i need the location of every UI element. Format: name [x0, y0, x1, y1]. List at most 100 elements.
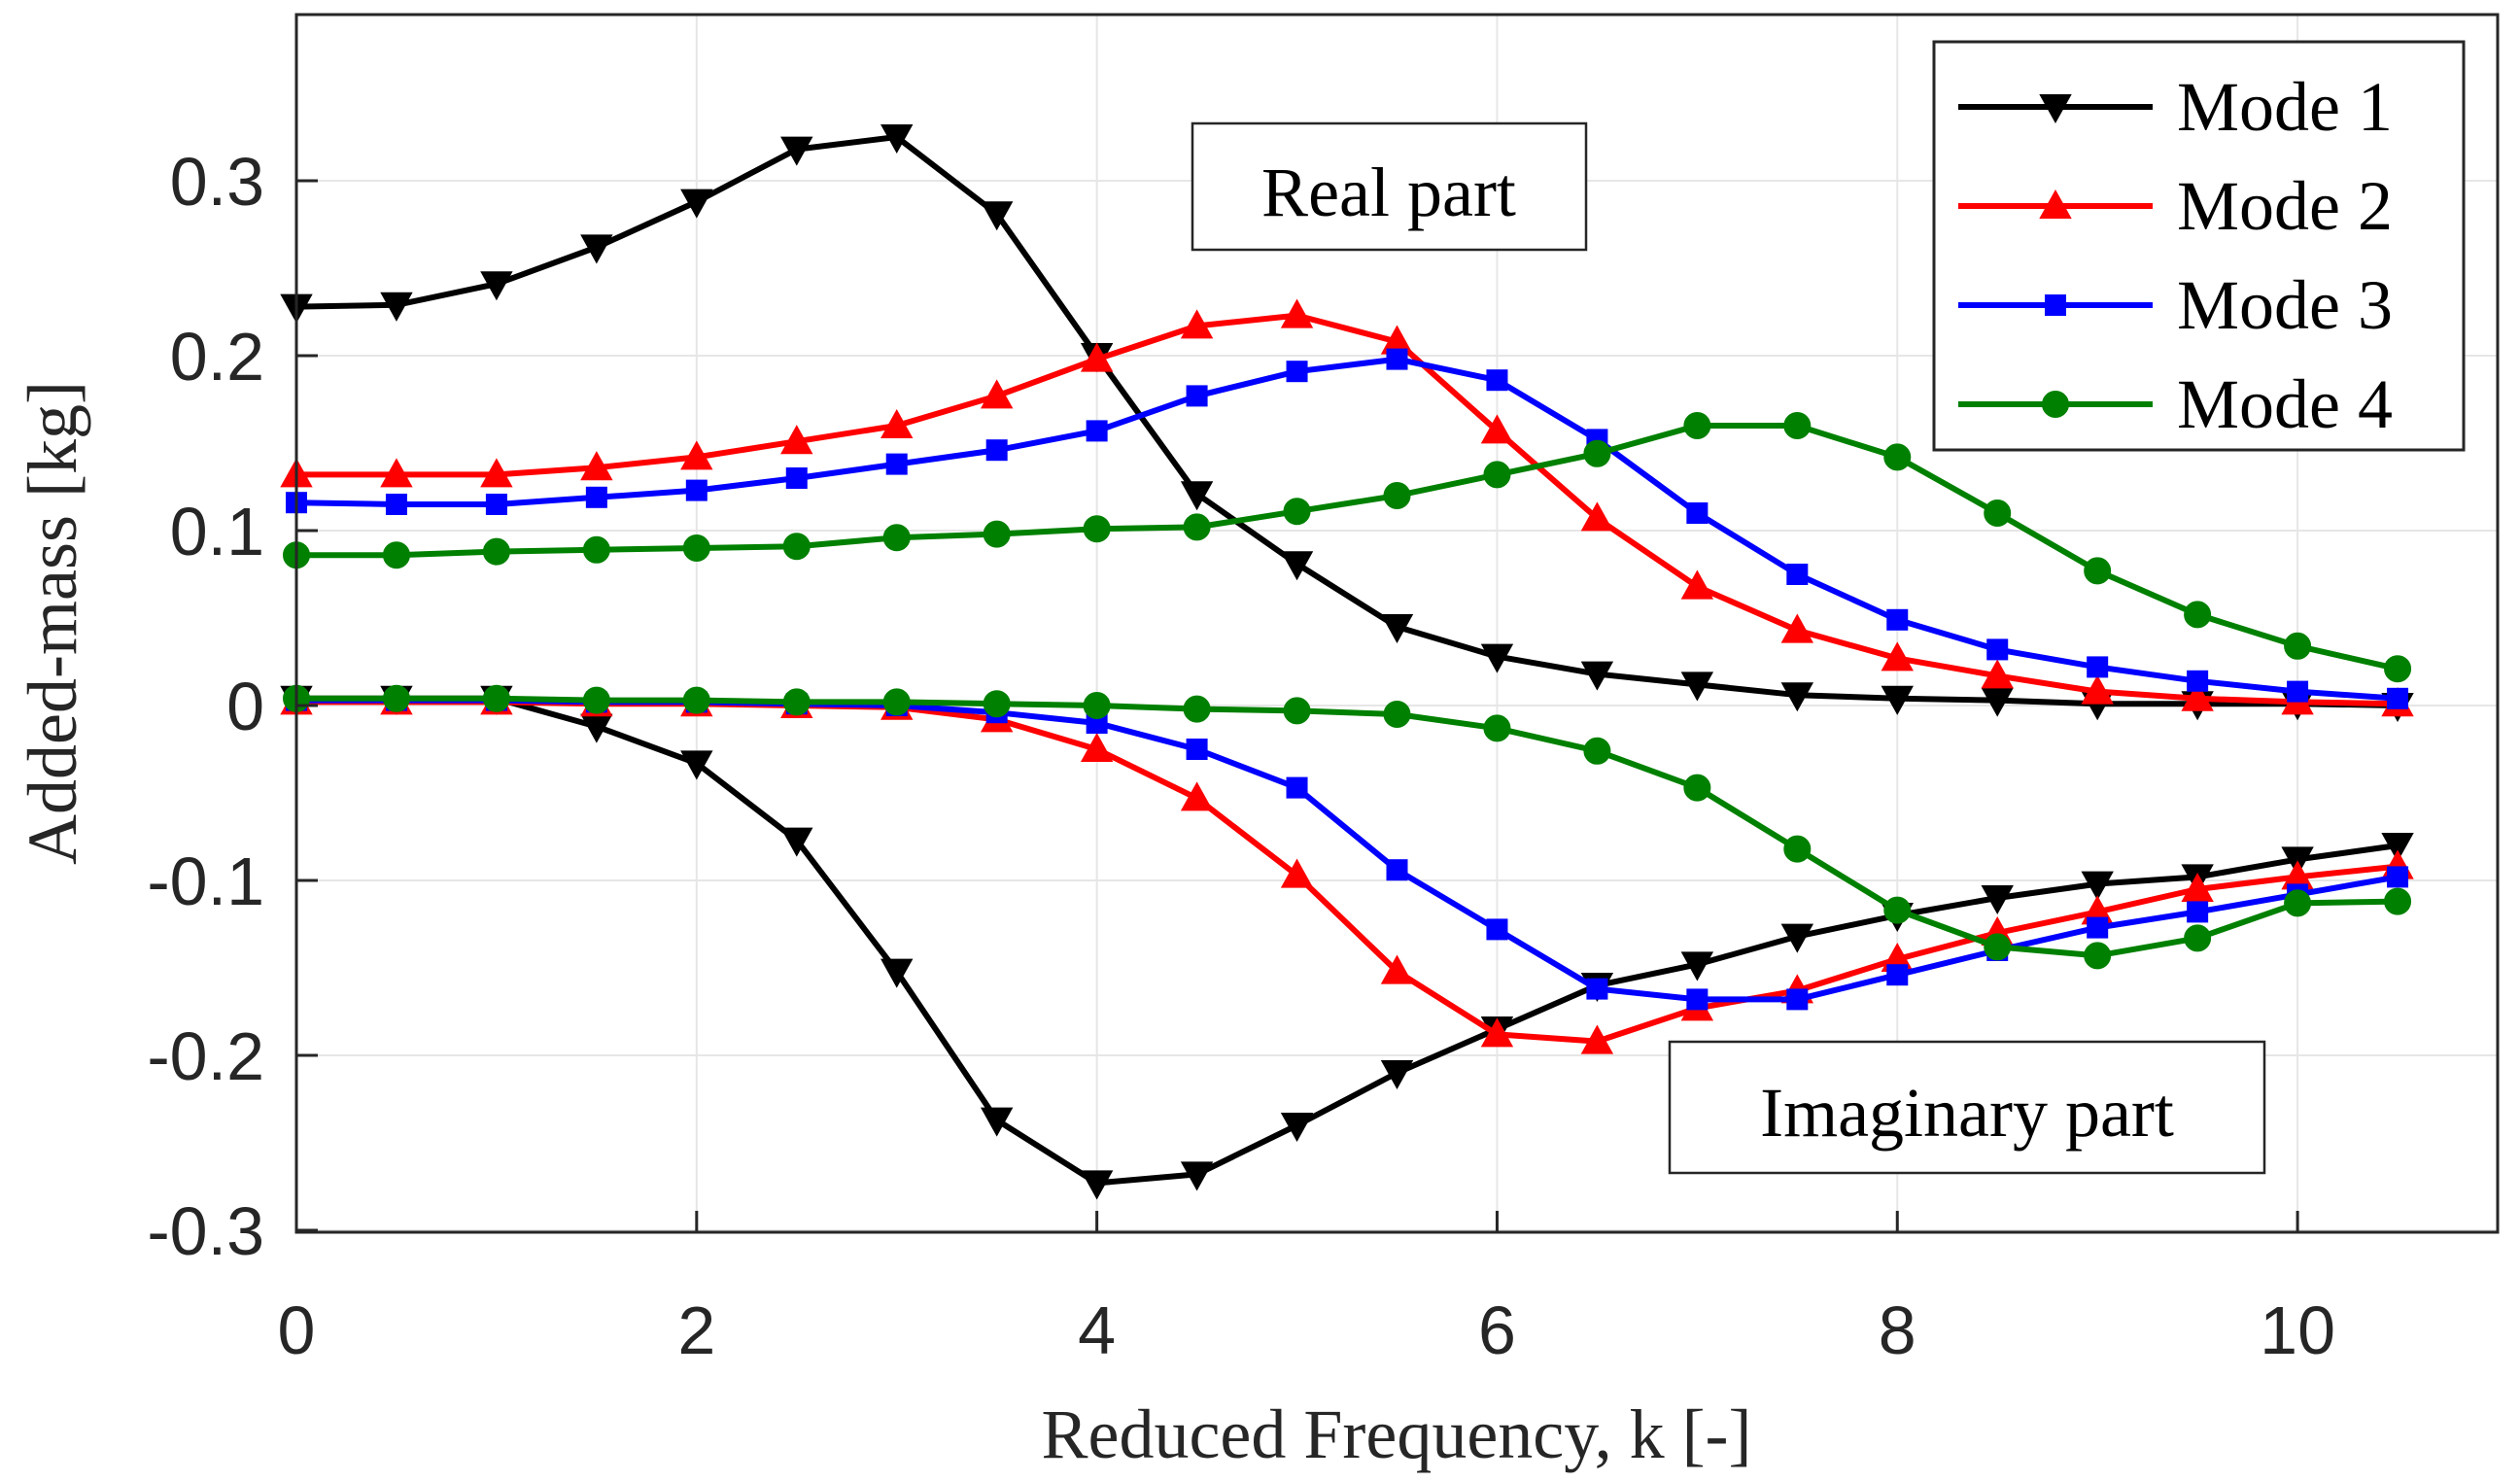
data-point-imag	[1981, 885, 2014, 915]
y-tick-label: 0.2	[170, 319, 264, 395]
data-point-imag	[680, 750, 713, 780]
data-point-real	[1383, 482, 1411, 509]
plot-frame	[294, 13, 2500, 1234]
data-point-real	[1780, 613, 1814, 643]
data-point-imag	[1383, 701, 1411, 728]
data-point-real	[1886, 608, 1909, 631]
x-tick-label: 0	[278, 1292, 316, 1368]
y-tick-label: -0.1	[147, 844, 264, 919]
data-point-real	[480, 458, 513, 488]
data-point-real	[480, 271, 513, 301]
data-point-imag	[1780, 923, 1814, 953]
data-point-real	[1981, 687, 2014, 717]
legend-entry: Mode 4	[1958, 365, 2393, 443]
series-line-real	[295, 134, 2399, 708]
series-line-real	[295, 356, 2399, 702]
x-tick-label: 4	[1078, 1292, 1116, 1368]
data-point-real	[1981, 659, 2014, 689]
data-point-imag	[1080, 1170, 1114, 1200]
data-point-real	[885, 453, 908, 475]
data-point-imag	[2087, 916, 2109, 939]
legend-entries: Mode 1 Mode 2 Mode 3 Mode 4	[1958, 68, 2393, 443]
data-point-imag	[1280, 1113, 1314, 1143]
data-point-imag	[482, 684, 510, 712]
data-point-real	[2284, 632, 2312, 660]
legend-marker	[2042, 391, 2069, 418]
data-point-real	[2287, 680, 2309, 703]
data-point-imag	[980, 1107, 1014, 1137]
data-point-real	[1480, 643, 1514, 673]
data-point-real	[985, 439, 1008, 462]
data-point-real	[1480, 414, 1514, 444]
data-point-real	[1180, 309, 1214, 339]
data-point-imag	[382, 684, 410, 712]
data-point-real	[2187, 670, 2209, 692]
data-point-real	[582, 535, 610, 564]
data-point-real	[385, 494, 407, 515]
legend-marker	[2045, 294, 2066, 316]
annotation-imag-box	[1668, 1040, 2266, 1175]
data-point-imag	[1486, 918, 1508, 941]
data-point-imag	[1280, 858, 1314, 888]
data-point-real	[1286, 361, 1308, 383]
data-point-imag	[1783, 835, 1812, 863]
legend-marker	[2039, 94, 2072, 124]
y-tick-label: 0	[226, 669, 264, 744]
data-point-real	[1580, 661, 1614, 691]
annotation-imag-text: Imaginary part	[1760, 1074, 2174, 1152]
data-point-imag	[1483, 714, 1511, 742]
data-point-imag	[1386, 859, 1408, 881]
data-point-imag	[882, 688, 911, 716]
data-series	[280, 124, 2414, 1200]
data-point-real	[680, 440, 713, 470]
data-point-imag	[582, 686, 610, 714]
data-point-real	[780, 136, 813, 166]
data-point-real	[1786, 564, 1809, 585]
legend-entry: Mode 2	[1958, 167, 2393, 245]
data-point-real	[1386, 348, 1408, 370]
data-point-imag	[1080, 732, 1114, 762]
series-line-real	[296, 312, 2399, 707]
data-point-imag	[1583, 737, 1611, 765]
data-point-imag	[1680, 951, 1714, 982]
data-point-imag	[1984, 933, 2012, 961]
data-point-real	[1080, 342, 1114, 372]
data-point-real	[1280, 298, 1314, 328]
data-point-real	[980, 379, 1014, 409]
data-point-imag	[1180, 1161, 1214, 1191]
data-point-real	[1883, 443, 1912, 471]
data-point-imag	[1380, 954, 1414, 984]
data-point-imag	[2187, 901, 2209, 923]
data-point-real	[2081, 674, 2114, 705]
data-point-real	[1986, 638, 2009, 661]
data-point-real	[585, 486, 607, 508]
data-point-imag	[782, 688, 811, 716]
data-point-imag	[1586, 978, 1608, 1000]
data-point-real	[482, 537, 510, 566]
x-tick-label: 8	[1879, 1292, 1916, 1368]
data-point-real	[1783, 412, 1812, 439]
y-tick-label: -0.2	[147, 1018, 264, 1094]
data-point-imag	[1180, 781, 1214, 811]
legend-label: Mode 4	[2177, 365, 2393, 443]
data-point-real	[782, 533, 811, 561]
data-point-real	[1686, 502, 1709, 524]
data-point-imag	[2081, 871, 2114, 901]
data-point-imag	[2387, 866, 2409, 888]
annotation-real-text: Real part	[1261, 154, 1516, 231]
data-point-real	[1984, 499, 2012, 527]
data-point-real	[1483, 461, 1511, 489]
data-point-real	[1580, 501, 1614, 532]
legend: Mode 1 Mode 2 Mode 3 Mode 4	[1932, 40, 2466, 452]
data-point-imag	[1883, 896, 1912, 924]
data-point-imag	[1083, 692, 1111, 719]
data-point-imag	[1480, 1017, 1514, 1048]
data-point-real	[1083, 515, 1111, 543]
series-line-imag	[296, 695, 2399, 1187]
data-point-imag	[780, 827, 813, 857]
data-point-imag	[2384, 887, 2412, 915]
data-point-imag	[1786, 988, 1809, 1011]
data-point-real	[2384, 655, 2412, 683]
data-point-imag	[1683, 774, 1711, 802]
